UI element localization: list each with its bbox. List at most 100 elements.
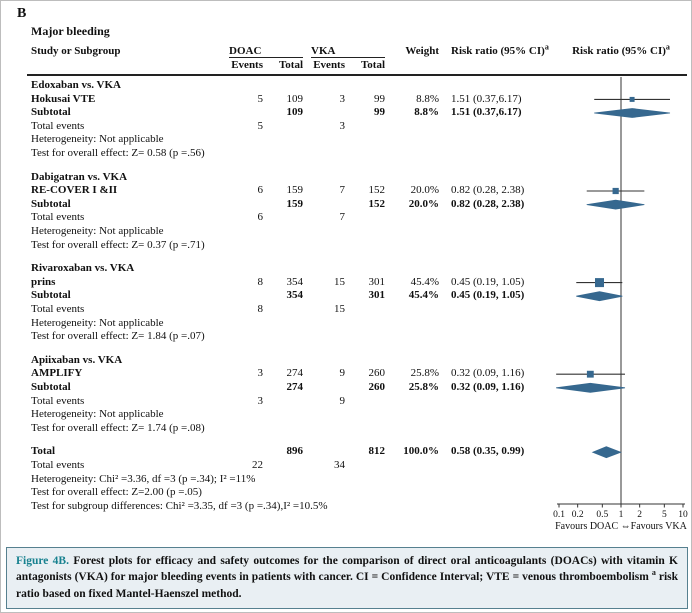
study-name: prins	[31, 275, 56, 288]
subtotal-label: Subtotal	[31, 381, 71, 393]
total-row: Total 896 812 100.0% 0.58 (0.35, 0.99)	[1, 445, 691, 459]
vka-events: 7	[339, 211, 346, 224]
note-row: Test for overall effect: Z= 1.74 (p =.08…	[1, 421, 691, 436]
doac-header-underline	[229, 57, 303, 58]
total-events-row: Total events 6 7	[1, 211, 691, 225]
doac-total: 896	[286, 445, 304, 458]
doac-events: 5	[257, 119, 264, 132]
group-header-row: Edoxaban vs. VKA	[1, 79, 691, 93]
risk-ratio-plot-header-label: Risk ratio (95% CI)	[572, 45, 666, 57]
vka-events: 15	[334, 275, 345, 288]
vka-total: 301	[368, 289, 386, 302]
subtotal-label: Subtotal	[31, 289, 71, 302]
study-row: RE-COVER I &II 6 159 7 152 20.0% 0.82 (0.28, 2…	[1, 184, 691, 198]
weight: 8.8%	[414, 106, 439, 119]
note-row: Test for overall effect: Z= 1.84 (p =.07…	[1, 330, 691, 344]
vka-events: 15	[334, 303, 345, 315]
risk-ratio-text: 0.58 (0.35, 0.99)	[451, 445, 525, 458]
col-header-risk-ratio-plot: Risk ratio (95% CI)a	[546, 42, 691, 58]
risk-ratio-text: 0.82 (0.28, 2.38)	[451, 197, 525, 210]
doac-events: 3	[257, 367, 264, 380]
caption-footnote-marker: a	[651, 568, 656, 578]
study-row: AMPLIFY 3 274 9 260 25.8% 0.32 (0.09, 1.16)	[1, 367, 691, 381]
risk-ratio-plot-header-footnote-marker: a	[665, 42, 670, 52]
figure-caption-box: Figure 4B. Forest plots for efficacy and…	[6, 547, 688, 609]
group-name: Rivaroxaban vs. VKA	[31, 262, 135, 275]
col-header-doac-total: Total	[278, 59, 303, 71]
risk-ratio-header-footnote-marker: a	[544, 42, 549, 52]
header-rule	[27, 74, 687, 76]
risk-ratio-text: 0.45 (0.19, 1.05)	[451, 289, 525, 302]
subtotal-row: Subtotal 159 152 20.0% 0.82 (0.28, 2.38)	[1, 197, 691, 212]
weight: 100.0%	[403, 445, 439, 458]
figure-title: Major bleeding	[31, 24, 110, 38]
overall-effect-note: Test for overall effect: Z= 0.58 (p =.56…	[31, 147, 205, 159]
vka-total: 260	[368, 381, 386, 393]
vka-total: 99	[374, 106, 385, 119]
weight: 25.8%	[410, 367, 439, 380]
note-row: Test for overall effect: Z=2.00 (p =.05)	[1, 486, 691, 500]
col-header-weight: Weight	[405, 45, 439, 57]
subtotal-label: Subtotal	[31, 197, 71, 210]
heterogeneity-note: Heterogeneity: Not applicable	[31, 133, 164, 146]
study-name: Hokusai VTE	[31, 92, 96, 105]
total-events-row: Total events 5 3	[1, 119, 691, 134]
doac-events: 8	[257, 275, 264, 288]
subgroup-differences-note: Test for subgroup differences: Chi² =3.3…	[31, 499, 328, 512]
weight: 20.0%	[408, 197, 439, 210]
subtotal-row: Subtotal 354 301 45.4% 0.45 (0.19, 1.05)	[1, 289, 691, 303]
doac-total: 274	[286, 381, 304, 393]
risk-ratio-text: 1.51 (0.37,6.17)	[451, 106, 522, 119]
note-row: Heterogeneity: Not applicable	[1, 225, 691, 239]
overall-effect-note: Test for overall effect: Z= 1.74 (p =.08…	[31, 421, 205, 434]
note-row: Heterogeneity: Not applicable	[1, 133, 691, 147]
doac-events: 6	[257, 184, 264, 197]
heterogeneity-note: Heterogeneity: Chi² =3.36, df =3 (p =.34…	[31, 472, 256, 485]
vka-events: 7	[339, 184, 346, 197]
risk-ratio-text: 1.51 (0.37,6.17)	[451, 92, 522, 105]
vka-total: 812	[368, 445, 386, 458]
group-header-row: Apiixaban vs. VKA	[1, 354, 691, 368]
note-row: Heterogeneity: Not applicable	[1, 408, 691, 422]
doac-events: 5	[257, 92, 264, 105]
subtotal-label: Subtotal	[31, 106, 71, 119]
col-header-vka-events: Events	[313, 59, 345, 71]
note-row: Heterogeneity: Chi² =3.36, df =3 (p =.34…	[1, 472, 691, 487]
total-events-label: Total events	[31, 459, 85, 471]
caption-footnote-text: risk ratio based on fixed Mantel-Haensze…	[16, 571, 679, 600]
col-header-doac-events: Events	[231, 59, 263, 71]
doac-total: 159	[286, 197, 304, 210]
vka-events: 34	[334, 459, 345, 471]
total-events-label: Total events	[31, 394, 85, 407]
total-events-row: Total events 3 9	[1, 394, 691, 409]
group-header-row: Dabigatran vs. VKA	[1, 171, 691, 185]
doac-total: 354	[286, 289, 304, 302]
vka-total: 260	[368, 367, 386, 380]
study-name: RE-COVER I &II	[31, 184, 118, 197]
weight: 25.8%	[408, 381, 439, 393]
doac-total: 109	[286, 106, 304, 119]
panel-label: B	[17, 6, 27, 21]
doac-events: 22	[252, 459, 263, 471]
col-header-vka: VKA	[311, 45, 336, 57]
weight: 8.8%	[416, 92, 439, 105]
total-events-label: Total events	[31, 119, 85, 132]
note-row: Test for subgroup differences: Chi² =3.3…	[1, 499, 691, 514]
vka-total: 152	[368, 197, 386, 210]
vka-events: 3	[339, 119, 346, 132]
vka-total: 152	[368, 184, 386, 197]
subtotal-row: Subtotal 109 99 8.8% 1.51 (0.37,6.17)	[1, 106, 691, 120]
study-row: prins 8 354 15 301 45.4% 0.45 (0.19, 1.05)	[1, 275, 691, 290]
total-label: Total	[31, 445, 56, 458]
vka-events: 3	[339, 92, 346, 105]
vka-total: 301	[368, 275, 386, 288]
figure-caption-label: Figure 4B.	[16, 555, 69, 567]
risk-ratio-header-label: Risk ratio (95% CI)	[451, 45, 545, 57]
vka-header-underline	[311, 57, 385, 58]
note-row: Test for overall effect: Z= 0.37 (p =.71…	[1, 239, 691, 253]
total-events-label: Total events	[31, 303, 85, 315]
col-header-vka-total: Total	[360, 59, 385, 71]
col-header-risk-ratio-text: Risk ratio (95% CI)a	[451, 42, 549, 58]
